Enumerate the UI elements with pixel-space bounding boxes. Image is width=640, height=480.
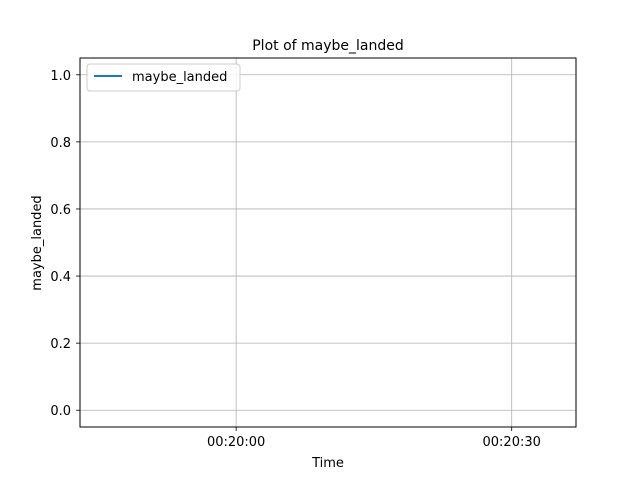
y-axis-label: maybe_landed	[30, 195, 45, 290]
x-tick-label: 00:20:00	[207, 435, 265, 450]
x-axis-label: Time	[311, 456, 344, 471]
y-tick-label: 1.0	[50, 69, 71, 84]
ticks: 00:20:0000:20:3000:21:0000:21:3000:22:00…	[50, 69, 541, 450]
y-tick-label: 0.6	[50, 203, 71, 218]
y-tick-label: 0.8	[50, 136, 71, 151]
legend-box	[86, 63, 241, 92]
y-tick-label: 0.2	[50, 337, 71, 352]
y-tick-label: 0.4	[50, 270, 71, 285]
y-tick-label: 0.0	[50, 404, 71, 419]
chart-title: Plot of maybe_landed	[252, 38, 404, 54]
legend-label: maybe_landed	[132, 70, 227, 85]
x-tick-label: 00:20:30	[483, 435, 541, 450]
plot-frame	[79, 57, 577, 428]
legend: maybe_landed	[86, 63, 241, 92]
